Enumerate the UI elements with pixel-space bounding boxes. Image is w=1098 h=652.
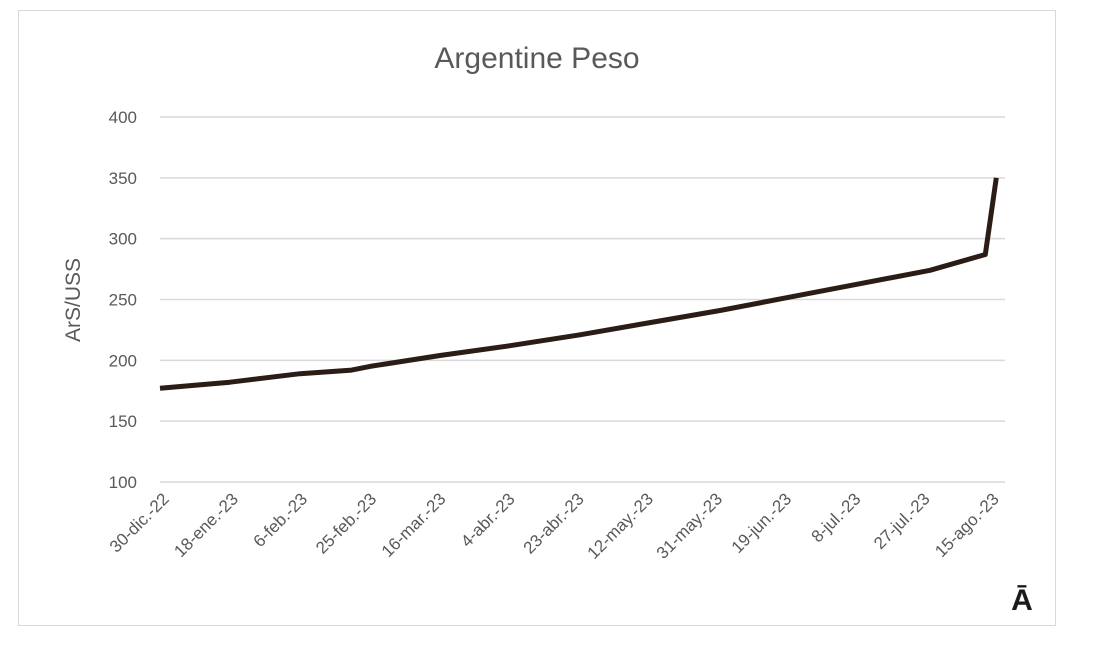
y-tick-label: 400 (109, 108, 137, 127)
x-tick-label: 30-dic.-22 (106, 489, 173, 556)
y-tick-labels: 100 150 200 250 300 350 400 (109, 108, 137, 492)
x-tick-label: 31-may.-23 (653, 489, 726, 562)
y-tick-label: 300 (109, 230, 137, 249)
x-tick-label: 6-feb.-23 (250, 489, 312, 551)
series-line (159, 177, 999, 391)
x-tick-label: 12-may.-23 (584, 489, 657, 562)
x-tick-label: 27-jul.-23 (870, 489, 934, 553)
series-lines (159, 177, 999, 391)
x-tick-label: 8-jul.-23 (808, 489, 865, 546)
x-tick-label: 25-feb.-23 (312, 489, 380, 557)
x-tick-label: 15-ago.-23 (931, 489, 1003, 561)
y-tick-label: 200 (109, 351, 137, 370)
gridlines (160, 116, 1005, 483)
y-tick-label: 100 (109, 473, 137, 492)
x-tick-label: 23-abr.-23 (520, 489, 588, 557)
chart-frame (18, 10, 1056, 626)
y-tick-label: 350 (109, 169, 137, 188)
x-tick-label: 16-mar.-23 (378, 489, 450, 561)
x-tick-label: 19-jun.-23 (728, 489, 796, 557)
chart-title: Argentine Peso (434, 42, 639, 75)
y-axis-label: ArS/USS (62, 258, 85, 342)
x-tick-label: 4-abr.-23 (457, 489, 519, 551)
y-tick-label: 150 (109, 412, 137, 431)
y-tick-label: 250 (109, 291, 137, 310)
x-tick-label: 18-ene.-23 (170, 489, 242, 561)
corner-mark: Ā (1011, 584, 1033, 617)
